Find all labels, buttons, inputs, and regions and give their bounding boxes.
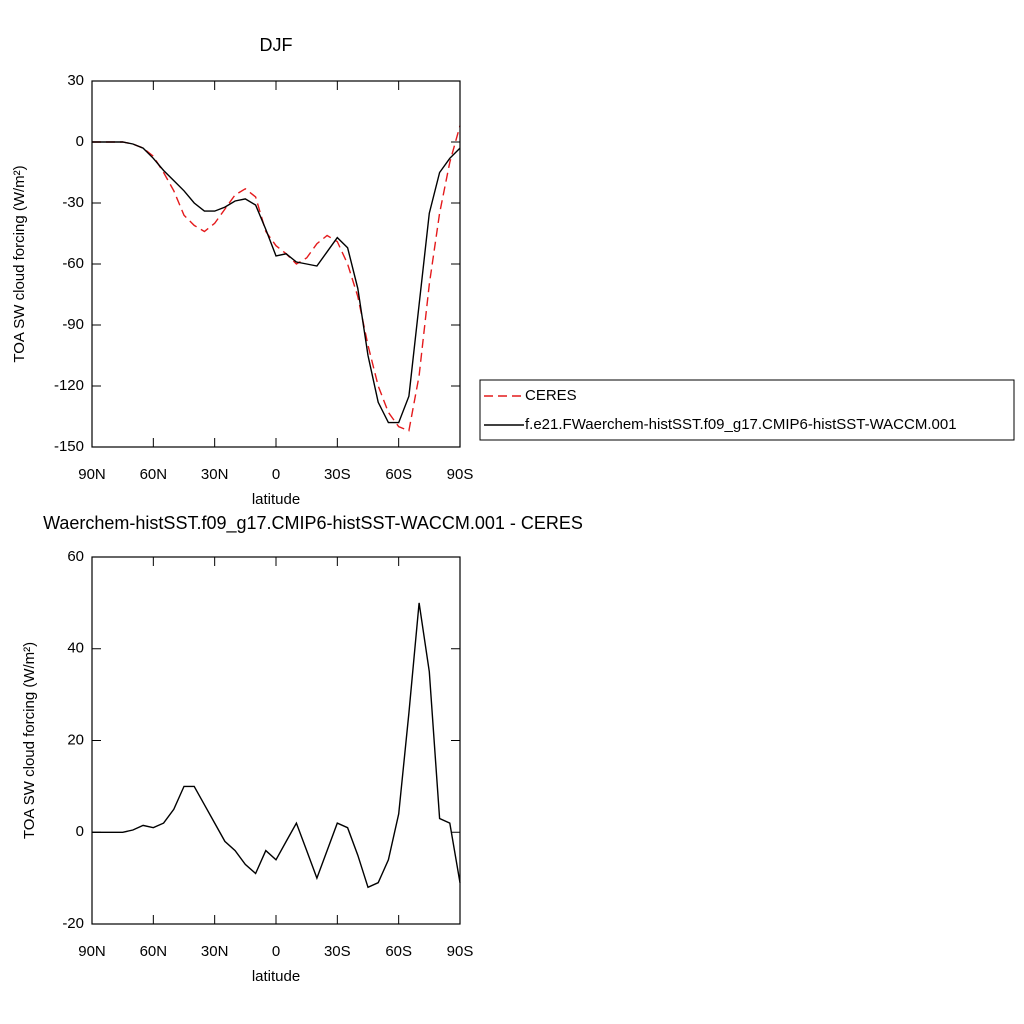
y-tick-label: 60 xyxy=(67,548,84,565)
y-tick-label: -60 xyxy=(62,255,84,272)
y-tick-label: 40 xyxy=(67,640,84,657)
x-tick-label: 90S xyxy=(447,943,474,960)
y-tick-label: 0 xyxy=(76,823,84,840)
y-tick-label: -90 xyxy=(62,316,84,333)
x-tick-label: 0 xyxy=(272,466,280,483)
x-axis-label: latitude xyxy=(252,968,300,985)
x-tick-label: 60S xyxy=(385,943,412,960)
legend-label: CERES xyxy=(525,387,577,404)
chart-title: DJF xyxy=(260,35,293,55)
y-tick-label: -120 xyxy=(54,377,84,394)
x-tick-label: 60N xyxy=(140,943,168,960)
x-tick-label: 90S xyxy=(447,466,474,483)
x-axis-label: latitude xyxy=(252,491,300,508)
y-tick-label: -150 xyxy=(54,438,84,455)
x-tick-label: 0 xyxy=(272,943,280,960)
series-line xyxy=(92,125,461,432)
y-tick-label: 0 xyxy=(76,133,84,150)
y-tick-label: 20 xyxy=(67,731,84,748)
legend-label: f.e21.FWaerchem-histSST.f09_g17.CMIP6-hi… xyxy=(525,416,957,433)
legend-box xyxy=(479,379,1015,441)
y-tick-label: 30 xyxy=(67,72,84,89)
x-tick-label: 90N xyxy=(78,466,106,483)
series-line xyxy=(92,602,461,889)
x-tick-label: 30N xyxy=(201,943,229,960)
x-tick-label: 30N xyxy=(201,466,229,483)
y-axis-label: TOA SW cloud forcing (W/m²) xyxy=(11,165,28,362)
x-tick-label: 90N xyxy=(78,943,106,960)
x-tick-label: 60S xyxy=(385,466,412,483)
x-tick-label: 60N xyxy=(140,466,168,483)
y-tick-label: -30 xyxy=(62,194,84,211)
y-axis-label: TOA SW cloud forcing (W/m²) xyxy=(21,642,38,839)
series-line xyxy=(92,141,461,424)
y-tick-label: -20 xyxy=(62,915,84,932)
plot-frame xyxy=(91,556,461,925)
plot-frame xyxy=(91,80,461,448)
chart-title: Waerchem-histSST.f09_g17.CMIP6-histSST-W… xyxy=(43,513,583,534)
x-tick-label: 30S xyxy=(324,466,351,483)
x-tick-label: 30S xyxy=(324,943,351,960)
